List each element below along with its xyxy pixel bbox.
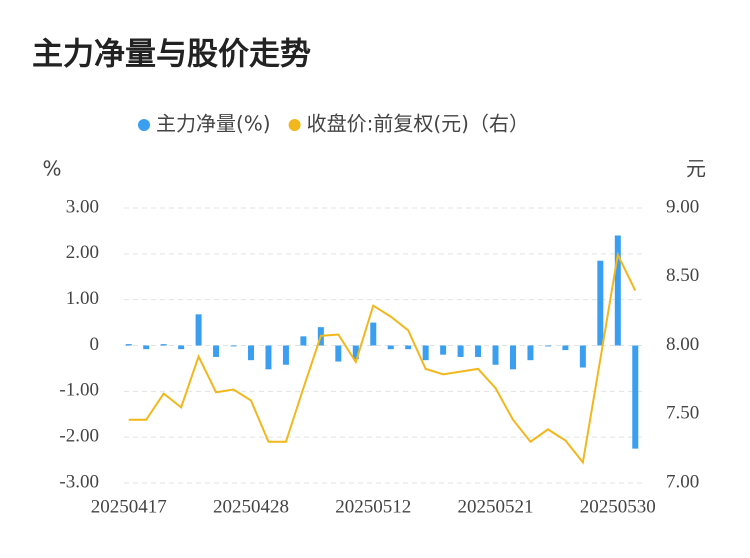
x-tick-label: 20250530 — [580, 496, 656, 517]
bar — [632, 345, 639, 449]
bar — [492, 345, 499, 365]
y-axis-label: % — [42, 157, 61, 181]
price-line — [128, 251, 637, 465]
y-tick-label: 3.00 — [66, 196, 99, 217]
bar — [422, 345, 429, 361]
bar — [265, 345, 272, 370]
y-tick-label: -1.00 — [59, 380, 99, 401]
legend-label: 收盘价:前复权(元)（右） — [307, 112, 529, 136]
y2-tick-label: 8.00 — [666, 334, 699, 355]
x-tick-label: 20250521 — [458, 496, 534, 517]
bar — [457, 345, 464, 357]
y2-tick-label: 9.00 — [666, 196, 699, 217]
bar — [300, 336, 307, 346]
y2-tick-label: 7.50 — [666, 403, 699, 424]
legend-label: 主力净量(%) — [156, 112, 271, 136]
x-tick-label: 20250417 — [91, 496, 167, 517]
y-tick-label: 1.00 — [66, 288, 99, 309]
bar — [230, 345, 237, 347]
bar — [370, 322, 377, 346]
bar — [195, 314, 202, 346]
legend-marker — [138, 119, 150, 131]
y2-tick-label: 8.50 — [666, 265, 699, 286]
bar — [282, 345, 289, 365]
bar — [475, 345, 482, 357]
bar — [614, 235, 621, 346]
y2-axis-label: 元 — [686, 157, 706, 181]
bar — [405, 345, 412, 350]
bar — [510, 345, 516, 370]
bar — [178, 345, 185, 350]
bar — [213, 345, 220, 357]
bar — [544, 345, 551, 347]
bar — [387, 345, 394, 350]
bar — [527, 345, 534, 361]
bar — [248, 345, 254, 361]
x-tick-label: 20250512 — [335, 496, 411, 517]
y2-tick-label: 7.00 — [666, 471, 699, 492]
bar — [562, 345, 569, 351]
y-tick-label: -2.00 — [59, 426, 99, 447]
bar — [125, 344, 132, 346]
bar — [597, 260, 604, 346]
bar — [335, 345, 342, 362]
bar — [352, 345, 359, 360]
x-tick-label: 20250428 — [213, 496, 289, 517]
y-tick-label: 2.00 — [66, 242, 99, 263]
bar — [440, 345, 447, 355]
y-tick-label: 0 — [90, 334, 100, 355]
y-tick-label: -3.00 — [59, 471, 99, 492]
bar — [143, 345, 150, 350]
bar — [160, 344, 167, 346]
chart-title: 主力净量与股价走势 — [32, 37, 311, 73]
bar — [579, 345, 586, 368]
legend-marker — [288, 119, 301, 131]
